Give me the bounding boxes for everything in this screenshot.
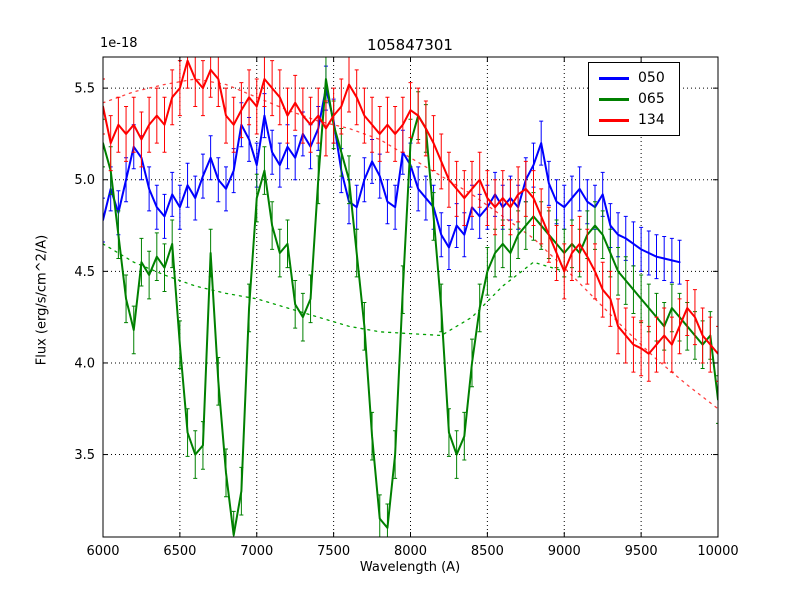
legend-item-050: 050	[599, 71, 665, 85]
x-tick-label: 9500	[625, 544, 658, 559]
x-tick-label: 7000	[240, 544, 273, 559]
x-tick-label: 8000	[394, 544, 427, 559]
ticks: 6000 6500 7000 7500 8000 8500 9000 9500 10000 3.5…	[74, 57, 739, 559]
chart-title: 105847301	[367, 36, 453, 54]
x-tick-label: 9000	[548, 544, 581, 559]
legend-label: 065	[638, 91, 665, 107]
legend-line-swatch	[599, 76, 629, 80]
legend: 050 065 134	[588, 62, 680, 136]
series-065-model-dotted	[103, 243, 565, 337]
legend-label: 134	[638, 112, 665, 128]
legend-item-134: 134	[599, 113, 665, 127]
x-tick-label: 10000	[697, 544, 738, 559]
legend-line-swatch	[599, 97, 629, 101]
y-tick-label: 4.0	[74, 356, 95, 371]
y-tick-label: 5.0	[74, 173, 95, 188]
y-tick-label: 3.5	[74, 448, 95, 463]
legend-label: 050	[638, 70, 665, 86]
line-065-model-dotted	[103, 243, 565, 337]
series-134	[103, 57, 718, 382]
x-axis-label: Wavelength (A)	[359, 560, 461, 575]
y-axis-label: Flux (erg/s/cm^2/A)	[34, 234, 50, 366]
x-tick-label: 7500	[317, 544, 350, 559]
legend-item-065: 065	[599, 92, 665, 106]
line-134	[103, 59, 718, 355]
x-tick-label: 8500	[471, 544, 504, 559]
line-065	[103, 77, 718, 537]
line-050	[103, 87, 681, 264]
legend-line-swatch	[599, 118, 629, 122]
x-tick-label: 6000	[86, 544, 119, 559]
y-tick-label: 4.5	[74, 265, 95, 280]
y-tick-label: 5.5	[74, 82, 95, 97]
y-axis-offset-label: 1e-18	[100, 36, 138, 51]
x-tick-label: 6500	[163, 544, 196, 559]
